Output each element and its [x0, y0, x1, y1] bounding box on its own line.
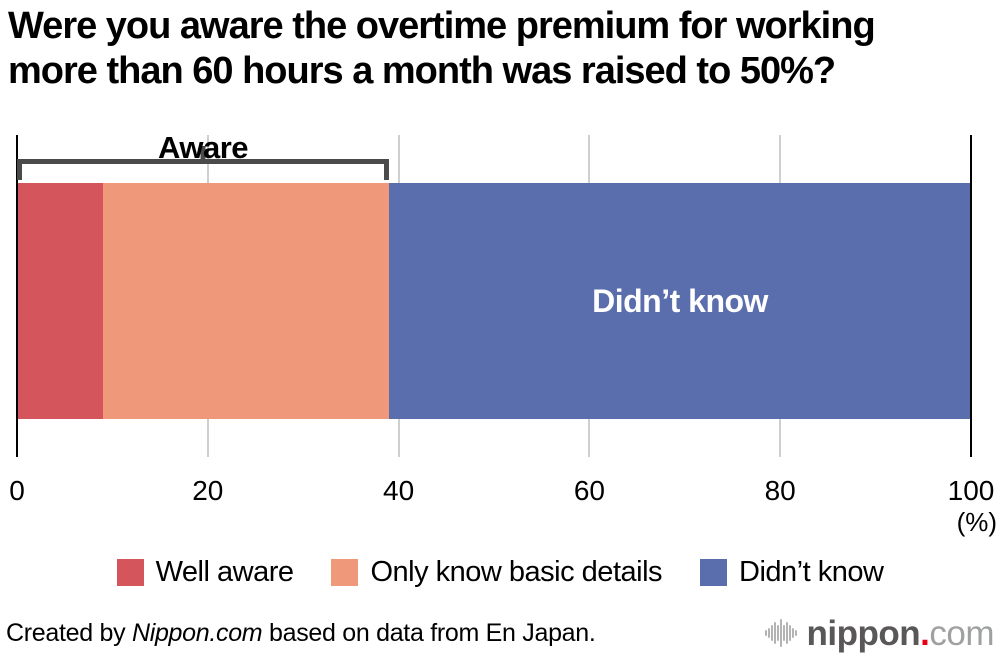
bar-segment-well-aware: [17, 183, 103, 419]
logo-dot: .: [920, 613, 930, 653]
chart-title: Were you aware the overtime premium for …: [8, 4, 994, 94]
aware-bracket: Aware: [17, 130, 390, 180]
bracket-center-tick: [200, 146, 206, 159]
bar-inner-label: Didn’t know: [592, 282, 768, 319]
x-tick-label-20: 20: [192, 475, 224, 506]
x-tick-label-60: 60: [573, 475, 605, 506]
stacked-bar: Didn’t know: [17, 183, 971, 419]
x-tick-label-40: 40: [383, 475, 415, 506]
legend-swatch-didn-t-know: [700, 559, 728, 586]
x-tick-label-0: 0: [9, 475, 25, 506]
nippon-logo-text: nippon.com: [806, 613, 995, 653]
x-tick-label-100: 100: [947, 475, 995, 506]
legend-item-didn-t-know: Didn’t know: [700, 556, 884, 589]
bar-segment-didn-t-know: Didn’t know: [389, 183, 971, 419]
logo-tld: com: [929, 613, 994, 653]
legend-label-didn-t-know: Didn’t know: [739, 556, 884, 588]
legend-label-only-know-basic-details: Only know basic details: [370, 556, 663, 588]
legend-swatch-only-know-basic-details: [331, 559, 359, 586]
legend-item-well-aware: Well aware: [116, 556, 294, 589]
axis-edge-line-100: [970, 135, 972, 457]
logo-brand: nippon: [806, 613, 921, 653]
credit-prefix: Created by: [6, 618, 132, 647]
axis-edge-line-0: [16, 135, 18, 457]
x-tick-label-80: 80: [764, 475, 796, 506]
nippon-logo: nippon.com: [764, 613, 995, 653]
x-axis-unit-label: (%): [956, 507, 997, 537]
legend-label-well-aware: Well aware: [155, 556, 294, 588]
legend-item-only-know-basic-details: Only know basic details: [331, 556, 663, 589]
legend-swatch-well-aware: [116, 559, 144, 586]
nippon-logo-waveform-icon: [764, 619, 797, 647]
credit-line: Created by Nippon.com based on data from…: [6, 619, 596, 648]
bracket-label: Aware: [158, 130, 249, 165]
chart-title-line2: more than 60 hours a month was raised to…: [8, 50, 836, 92]
footer: Created by Nippon.com based on data from…: [6, 612, 994, 654]
credit-source: Nippon.com: [131, 618, 263, 647]
bar-segment-only-know-basic-details: [102, 183, 390, 419]
credit-suffix: based on data from En Japan.: [262, 618, 596, 647]
legend: Well aware Only know basic details Didn’t …: [0, 556, 1000, 589]
plot-area: Didn’t know Aware (%) 0 20 40 60 80 100: [9, 130, 997, 537]
chart-title-line1: Were you aware the overtime premium for …: [8, 5, 876, 47]
